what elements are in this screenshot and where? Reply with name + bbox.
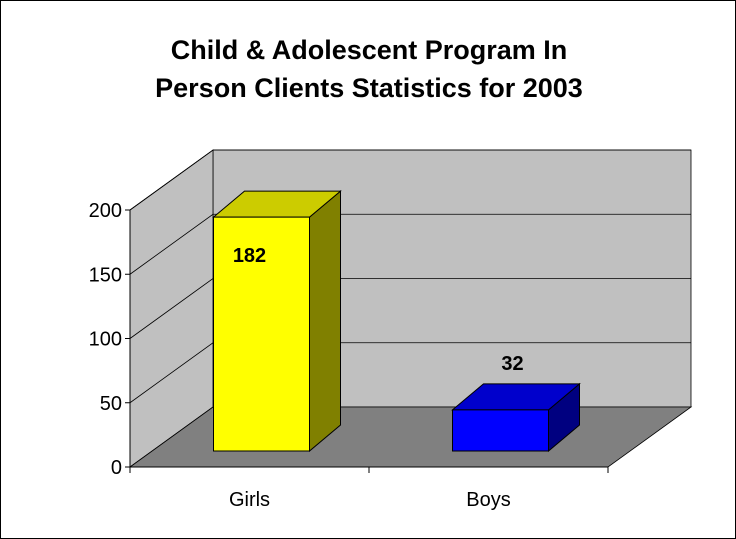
data-label-boys: 32 — [501, 353, 523, 375]
x-tick-label-boys: Boys — [466, 489, 510, 511]
y-tick-label-0: 0 — [111, 457, 122, 479]
data-label-girls: 182 — [233, 245, 266, 267]
chart-title: Child & Adolescent Program In Person Cli… — [1, 31, 736, 107]
bar-girls — [213, 216, 310, 452]
chart-title-line-2: Person Clients Statistics for 2003 — [155, 73, 583, 103]
chart-title-line-1: Child & Adolescent Program In — [170, 35, 568, 65]
y-tick-label-150: 150 — [89, 264, 122, 286]
gridline-200 — [129, 149, 691, 211]
y-tick-label-100: 100 — [89, 329, 122, 351]
bar-girls-side — [309, 190, 341, 453]
bar-boys — [452, 409, 549, 452]
x-tick-label-girls: Girls — [229, 489, 270, 511]
y-tick-label-200: 200 — [89, 200, 122, 222]
y-tick-label-50: 50 — [100, 393, 122, 415]
gridline-150 — [129, 213, 691, 275]
